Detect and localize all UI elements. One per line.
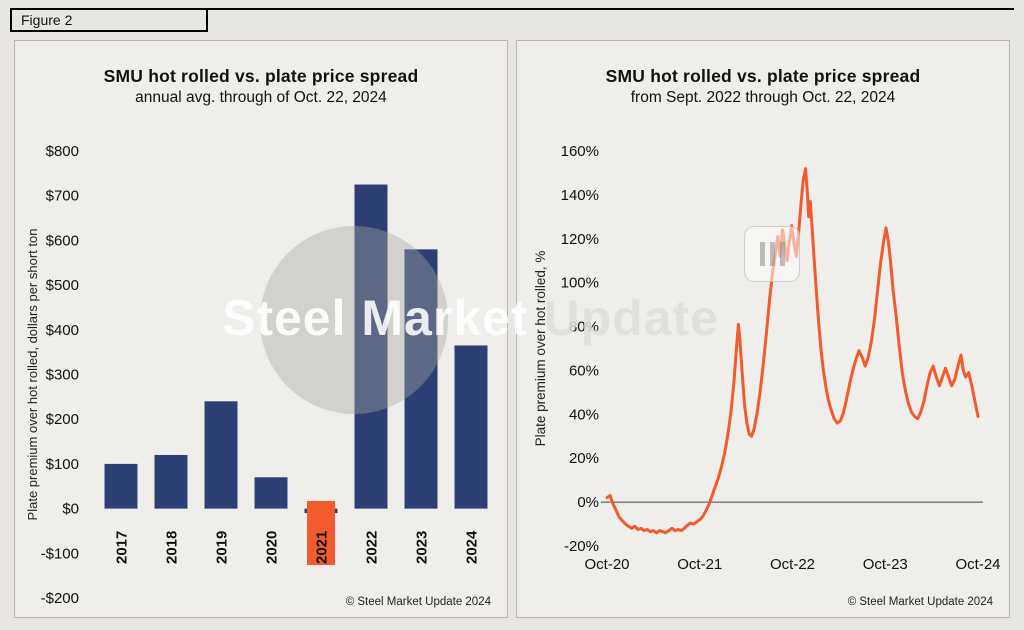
- y-tick-label: -$100: [41, 545, 79, 562]
- y-tick-label: $600: [46, 232, 79, 249]
- y-tick-label: 100%: [561, 275, 599, 292]
- y-tick-label: 80%: [569, 319, 599, 336]
- y-tick-label: $0: [62, 501, 79, 518]
- y-tick-label: 20%: [569, 450, 599, 467]
- x-tick-label: Oct-20: [584, 556, 629, 573]
- bar-2018: [154, 454, 188, 509]
- x-tick-label: Oct-22: [770, 556, 815, 573]
- x-tick-label: 2023: [414, 531, 431, 564]
- bar-2024: [454, 345, 488, 509]
- figure-label-box: Figure 2: [10, 10, 208, 32]
- y-tick-label: 60%: [569, 362, 599, 379]
- y-tick-label: 140%: [561, 187, 599, 204]
- highlight-box-2021: [307, 501, 335, 565]
- x-tick-label: 2017: [114, 531, 131, 564]
- x-tick-label: 2019: [214, 531, 231, 564]
- x-tick-label: 2018: [164, 531, 181, 564]
- y-axis-title: Plate premium over hot rolled, %: [533, 251, 548, 447]
- y-tick-label: 120%: [561, 231, 599, 248]
- line-chart-title: SMU hot rolled vs. plate price spread: [605, 66, 921, 86]
- bar-2022: [354, 184, 388, 509]
- x-tick-label: 2021: [314, 531, 331, 564]
- line-chart-subtitle: from Sept. 2022 through Oct. 22, 2024: [630, 89, 896, 106]
- bar-2019: [204, 401, 238, 509]
- y-tick-label: -$200: [41, 590, 79, 607]
- bar-chart-panel: SMU hot rolled vs. plate price spread an…: [14, 40, 508, 618]
- y-axis-title: Plate premium over hot rolled, dollars p…: [25, 229, 40, 521]
- line-chart-svg: 160% 140% 120% 100% 80% 60% 40% 20% 0% -20% Plate …: [533, 143, 1001, 573]
- bar-chart-title: SMU hot rolled vs. plate price spread: [103, 66, 419, 86]
- y-tick-label: -20%: [564, 538, 599, 555]
- line-chart: 160% 140% 120% 100% 80% 60% 40% 20% 0% -20% Plate …: [525, 141, 1007, 626]
- line-chart-panel: SMU hot rolled vs. plate price spread fr…: [516, 40, 1010, 618]
- x-tick-label: Oct-23: [863, 556, 908, 573]
- bar-2017: [104, 463, 138, 509]
- y-tick-label: $200: [46, 411, 79, 428]
- y-tick-label: $800: [46, 143, 79, 160]
- bar-2023: [404, 249, 438, 509]
- y-tick-label: 40%: [569, 406, 599, 423]
- bar-2020: [254, 477, 288, 509]
- y-tick-label: 0%: [577, 494, 599, 511]
- line-chart-copyright: © Steel Market Update 2024: [847, 596, 993, 608]
- y-tick-label: $400: [46, 322, 79, 339]
- figure-top-rule: Figure 2: [10, 8, 1014, 33]
- y-tick-label: $700: [46, 188, 79, 205]
- x-tick-label: 2020: [264, 531, 281, 564]
- spread-line-series: [605, 167, 980, 535]
- bar-chart: $800 $700 $600 $500 $400 $300 $200 $100 $0 -$100 -…: [21, 141, 503, 626]
- bar-chart-copyright: © Steel Market Update 2024: [345, 596, 491, 608]
- x-tick-label: Oct-24: [955, 556, 1000, 573]
- y-tick-label: $500: [46, 277, 79, 294]
- bar-chart-svg: $800 $700 $600 $500 $400 $300 $200 $100 $0 -$100 -…: [25, 143, 488, 607]
- chart-panels: SMU hot rolled vs. plate price spread an…: [14, 40, 1010, 618]
- y-tick-label: $300: [46, 367, 79, 384]
- x-tick-label: Oct-21: [677, 556, 722, 573]
- y-tick-label: $100: [46, 456, 79, 473]
- x-tick-label: 2024: [464, 530, 481, 564]
- y-tick-label: 160%: [561, 143, 599, 160]
- x-tick-label: 2022: [364, 531, 381, 564]
- bar-chart-subtitle: annual avg. through of Oct. 22, 2024: [135, 89, 387, 106]
- figure-label: Figure 2: [21, 12, 73, 28]
